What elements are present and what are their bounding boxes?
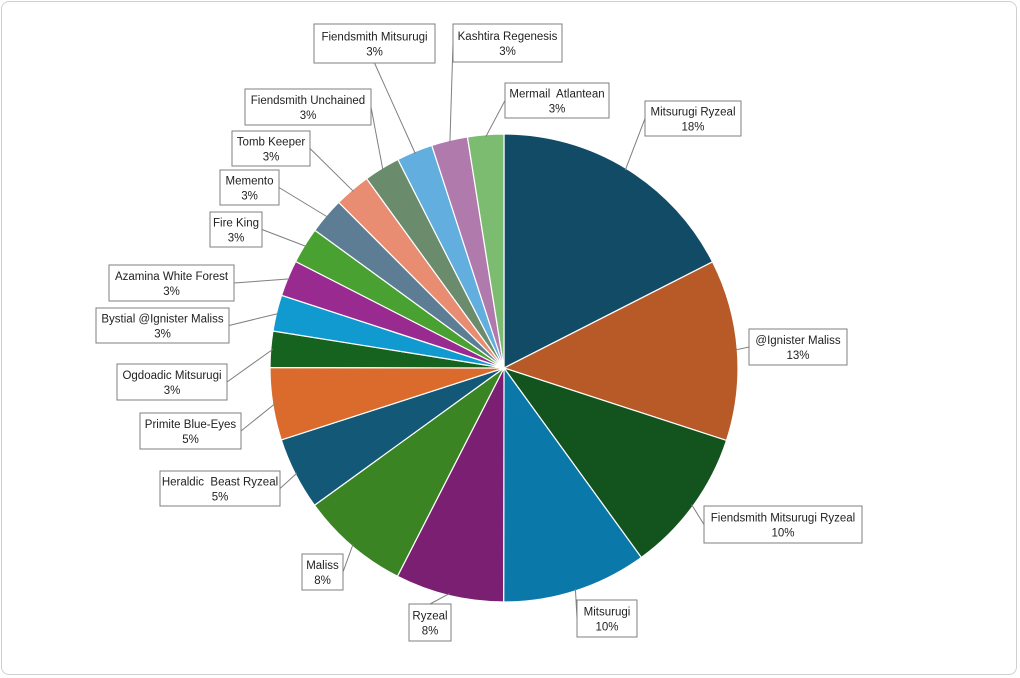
leader-line-mitsurugi-ryzeal: [624, 118, 646, 171]
pie-slice-maliss: [313, 367, 505, 578]
data-label-name: Kashtira Regenesis: [458, 31, 558, 43]
data-label-percent: 3%: [228, 233, 245, 245]
leader-line-mermail-atlantean: [485, 100, 506, 137]
label-box-fire-king: [209, 211, 263, 248]
data-label-percent: 13%: [786, 350, 809, 362]
data-label-percent: 3%: [300, 110, 317, 122]
label-box-memento: [219, 169, 280, 206]
data-label-name: Ryzeal: [412, 611, 447, 623]
pie-slice-mermail-atlantean: [466, 133, 505, 369]
leader-lines: [226, 42, 750, 619]
data-label-name: @Ignister Maliss: [755, 335, 840, 347]
data-label-percent: 5%: [212, 492, 229, 504]
data-label-name: Mitsurugi: [584, 607, 631, 619]
leader-line-primite-blue-eyes: [240, 403, 276, 432]
data-label-name: Primite Blue-Eyes: [145, 419, 237, 431]
data-label-percent: 3%: [164, 385, 181, 397]
label-box-ogdoadic-mitsurugi: [116, 363, 228, 401]
data-label-name: Fiendsmith Unchained: [251, 95, 365, 107]
data-label-name: Tomb Keeper: [237, 137, 306, 149]
data-label-percent: 3%: [549, 104, 566, 116]
label-box-ryzeal: [408, 603, 452, 642]
data-label-percent: 3%: [241, 191, 258, 203]
pie-slice-ryzeal: [396, 367, 505, 603]
data-label-name: Mitsurugi Ryzeal: [651, 107, 736, 119]
data-label-percent: 5%: [182, 434, 199, 446]
pie-slices: [269, 133, 739, 603]
data-label-percent: 3%: [366, 47, 383, 59]
leader-line-ryzeal: [429, 593, 450, 605]
leader-line-heraldic-beast-ryzeal: [279, 472, 298, 489]
label-box-bystial-ignister-maliss: [95, 307, 230, 344]
leader-line-fire-king: [261, 229, 307, 247]
data-label-name: Fiendsmith Mitsurugi Ryzeal: [711, 513, 855, 525]
data-label-percent: 3%: [263, 152, 280, 164]
leader-line-tomb-keeper: [309, 148, 354, 192]
leader-line-azamina-white-forest: [233, 278, 290, 284]
data-label-percent: 3%: [499, 46, 516, 58]
label-box-kashtira-regenesis: [452, 23, 563, 63]
data-label-percent: 10%: [595, 622, 618, 634]
leader-line-ogdoadic-mitsurugi: [226, 348, 274, 383]
label-box-primite-blue-eyes: [139, 412, 242, 450]
data-label-name: Ogdoadic Mitsurugi: [122, 370, 221, 382]
leader-line-bystial-ignister-maliss: [228, 312, 279, 326]
pie-slice-mitsurugi: [503, 366, 643, 603]
data-label-percent: 3%: [163, 286, 180, 298]
leader-line-fiendsmith-mitsurugi: [374, 62, 416, 154]
label-box-mitsurugi: [576, 599, 638, 638]
label-box-fiendsmith-mitsurugi: [313, 23, 436, 64]
data-label-name: Fiendsmith Mitsurugi: [321, 32, 427, 44]
leader-line-memento: [278, 187, 329, 218]
label-box-azamina-white-forest: [108, 264, 235, 302]
data-label-name: Maliss: [306, 560, 339, 572]
data-label-percent: 10%: [771, 528, 794, 540]
data-label-percent: 8%: [422, 626, 439, 638]
data-label-name: Fire King: [213, 218, 259, 230]
pie-slice-fiendsmith-mitsurugi-ryzeal: [502, 366, 728, 559]
label-box-mermail-atlantean: [504, 82, 610, 119]
data-labels: Mitsurugi Ryzeal 18% @Ignister Maliss 13% Fi…: [95, 23, 863, 642]
data-label-name: Memento: [226, 176, 274, 188]
label-box-heraldic-beast-ryzeal: [159, 470, 281, 507]
data-label-name: Bystial @Ignister Maliss: [101, 314, 223, 326]
leader-line-kashtira-regenesis: [449, 42, 454, 143]
label-box-tomb-keeper: [231, 130, 311, 167]
label-box-mitsurugi-ryzeal: [644, 100, 742, 137]
label-box-ignister-maliss: [748, 328, 848, 366]
leader-line-fiendsmith-mitsurugi-ryzeal: [691, 504, 705, 525]
leader-line-ignister-maliss: [735, 346, 750, 351]
data-label-name: Heraldic Beast Ryzeal: [162, 477, 278, 489]
leader-line-fiendsmith-unchained: [370, 106, 384, 171]
data-label-percent: 18%: [681, 122, 704, 134]
data-label-percent: 8%: [314, 575, 331, 587]
leader-line-maliss: [342, 544, 354, 573]
label-box-maliss: [301, 553, 344, 591]
label-box-fiendsmith-unchained: [244, 88, 372, 126]
data-label-name: Azamina White Forest: [115, 271, 229, 283]
label-box-fiendsmith-mitsurugi-ryzeal: [703, 505, 863, 544]
data-label-percent: 3%: [154, 329, 171, 341]
data-label-name: Mermail Atlantean: [509, 89, 604, 101]
